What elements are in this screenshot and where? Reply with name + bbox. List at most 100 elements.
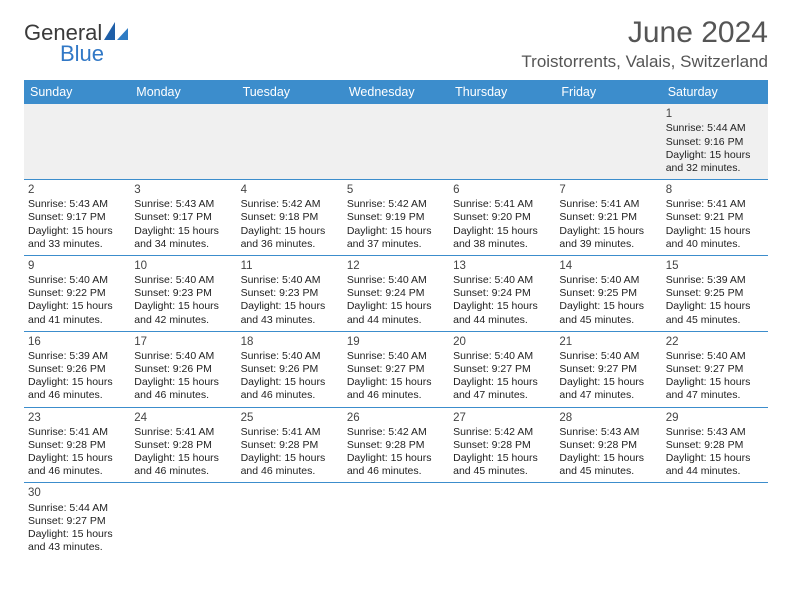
sunset-line: Sunset: 9:18 PM xyxy=(241,211,339,224)
daylight-line: Daylight: 15 hours and 46 minutes. xyxy=(241,376,339,402)
daylight-line: Daylight: 15 hours and 40 minutes. xyxy=(666,225,764,251)
calendar-day-cell: 11Sunrise: 5:40 AMSunset: 9:23 PMDayligh… xyxy=(237,255,343,331)
daylight-line: Daylight: 15 hours and 33 minutes. xyxy=(28,225,126,251)
daylight-line: Daylight: 15 hours and 32 minutes. xyxy=(666,149,764,175)
calendar-day-cell: 14Sunrise: 5:40 AMSunset: 9:25 PMDayligh… xyxy=(555,255,661,331)
day-number: 20 xyxy=(453,335,551,349)
sunrise-line: Sunrise: 5:42 AM xyxy=(241,198,339,211)
daylight-line: Daylight: 15 hours and 47 minutes. xyxy=(453,376,551,402)
calendar-week-row: 23Sunrise: 5:41 AMSunset: 9:28 PMDayligh… xyxy=(24,407,768,483)
day-number: 28 xyxy=(559,411,657,425)
sunset-line: Sunset: 9:19 PM xyxy=(347,211,445,224)
month-title: June 2024 xyxy=(521,16,768,50)
day-number: 9 xyxy=(28,259,126,273)
page-header: General Blue June 2024 Troistorrents, Va… xyxy=(24,16,768,72)
calendar-week-row: 9Sunrise: 5:40 AMSunset: 9:22 PMDaylight… xyxy=(24,255,768,331)
sunset-line: Sunset: 9:22 PM xyxy=(28,287,126,300)
daylight-line: Daylight: 15 hours and 36 minutes. xyxy=(241,225,339,251)
day-number: 22 xyxy=(666,335,764,349)
day-number: 2 xyxy=(28,183,126,197)
daylight-line: Daylight: 15 hours and 46 minutes. xyxy=(347,376,445,402)
calendar-empty-cell xyxy=(237,104,343,179)
sunset-line: Sunset: 9:17 PM xyxy=(134,211,232,224)
daylight-line: Daylight: 15 hours and 45 minutes. xyxy=(453,452,551,478)
sunset-line: Sunset: 9:28 PM xyxy=(134,439,232,452)
day-number: 27 xyxy=(453,411,551,425)
sunset-line: Sunset: 9:28 PM xyxy=(241,439,339,452)
calendar-day-cell: 10Sunrise: 5:40 AMSunset: 9:23 PMDayligh… xyxy=(130,255,236,331)
daylight-line: Daylight: 15 hours and 39 minutes. xyxy=(559,225,657,251)
sunset-line: Sunset: 9:21 PM xyxy=(559,211,657,224)
sunset-line: Sunset: 9:28 PM xyxy=(347,439,445,452)
weekday-header: Wednesday xyxy=(343,80,449,104)
sunrise-line: Sunrise: 5:40 AM xyxy=(347,350,445,363)
sunset-line: Sunset: 9:16 PM xyxy=(666,136,764,149)
sunset-line: Sunset: 9:28 PM xyxy=(559,439,657,452)
logo-text-blue: Blue xyxy=(60,41,130,67)
sunrise-line: Sunrise: 5:43 AM xyxy=(28,198,126,211)
daylight-line: Daylight: 15 hours and 45 minutes. xyxy=(666,300,764,326)
weekday-header: Tuesday xyxy=(237,80,343,104)
weekday-header: Friday xyxy=(555,80,661,104)
calendar-empty-cell xyxy=(237,483,343,558)
sunset-line: Sunset: 9:20 PM xyxy=(453,211,551,224)
day-number: 25 xyxy=(241,411,339,425)
sunrise-line: Sunrise: 5:41 AM xyxy=(666,198,764,211)
sunrise-line: Sunrise: 5:40 AM xyxy=(134,274,232,287)
day-number: 7 xyxy=(559,183,657,197)
calendar-day-cell: 15Sunrise: 5:39 AMSunset: 9:25 PMDayligh… xyxy=(662,255,768,331)
weekday-header: Saturday xyxy=(662,80,768,104)
sunset-line: Sunset: 9:26 PM xyxy=(28,363,126,376)
day-number: 26 xyxy=(347,411,445,425)
daylight-line: Daylight: 15 hours and 43 minutes. xyxy=(28,528,126,554)
sunrise-line: Sunrise: 5:41 AM xyxy=(134,426,232,439)
sunrise-line: Sunrise: 5:41 AM xyxy=(453,198,551,211)
calendar-empty-cell xyxy=(343,104,449,179)
daylight-line: Daylight: 15 hours and 44 minutes. xyxy=(453,300,551,326)
calendar-day-cell: 9Sunrise: 5:40 AMSunset: 9:22 PMDaylight… xyxy=(24,255,130,331)
sunrise-line: Sunrise: 5:40 AM xyxy=(134,350,232,363)
sunrise-line: Sunrise: 5:41 AM xyxy=(28,426,126,439)
location-subtitle: Troistorrents, Valais, Switzerland xyxy=(521,52,768,72)
sunrise-line: Sunrise: 5:43 AM xyxy=(134,198,232,211)
daylight-line: Daylight: 15 hours and 46 minutes. xyxy=(28,452,126,478)
calendar-empty-cell xyxy=(555,483,661,558)
calendar-day-cell: 17Sunrise: 5:40 AMSunset: 9:26 PMDayligh… xyxy=(130,331,236,407)
sunrise-line: Sunrise: 5:42 AM xyxy=(453,426,551,439)
sunrise-line: Sunrise: 5:41 AM xyxy=(241,426,339,439)
calendar-day-cell: 27Sunrise: 5:42 AMSunset: 9:28 PMDayligh… xyxy=(449,407,555,483)
day-number: 18 xyxy=(241,335,339,349)
sunset-line: Sunset: 9:26 PM xyxy=(134,363,232,376)
day-number: 4 xyxy=(241,183,339,197)
sunset-line: Sunset: 9:27 PM xyxy=(453,363,551,376)
daylight-line: Daylight: 15 hours and 46 minutes. xyxy=(134,376,232,402)
sunset-line: Sunset: 9:28 PM xyxy=(666,439,764,452)
sunrise-line: Sunrise: 5:40 AM xyxy=(559,350,657,363)
sunset-line: Sunset: 9:28 PM xyxy=(453,439,551,452)
day-number: 3 xyxy=(134,183,232,197)
daylight-line: Daylight: 15 hours and 45 minutes. xyxy=(559,452,657,478)
calendar-day-cell: 13Sunrise: 5:40 AMSunset: 9:24 PMDayligh… xyxy=(449,255,555,331)
calendar-day-cell: 19Sunrise: 5:40 AMSunset: 9:27 PMDayligh… xyxy=(343,331,449,407)
sunrise-line: Sunrise: 5:40 AM xyxy=(241,350,339,363)
calendar-day-cell: 12Sunrise: 5:40 AMSunset: 9:24 PMDayligh… xyxy=(343,255,449,331)
calendar-day-cell: 21Sunrise: 5:40 AMSunset: 9:27 PMDayligh… xyxy=(555,331,661,407)
day-number: 19 xyxy=(347,335,445,349)
sunrise-line: Sunrise: 5:40 AM xyxy=(453,350,551,363)
day-number: 30 xyxy=(28,486,126,500)
calendar-day-cell: 18Sunrise: 5:40 AMSunset: 9:26 PMDayligh… xyxy=(237,331,343,407)
sunset-line: Sunset: 9:28 PM xyxy=(28,439,126,452)
calendar-day-cell: 26Sunrise: 5:42 AMSunset: 9:28 PMDayligh… xyxy=(343,407,449,483)
sunset-line: Sunset: 9:25 PM xyxy=(666,287,764,300)
sunset-line: Sunset: 9:27 PM xyxy=(28,515,126,528)
daylight-line: Daylight: 15 hours and 41 minutes. xyxy=(28,300,126,326)
daylight-line: Daylight: 15 hours and 42 minutes. xyxy=(134,300,232,326)
daylight-line: Daylight: 15 hours and 46 minutes. xyxy=(347,452,445,478)
calendar-day-cell: 7Sunrise: 5:41 AMSunset: 9:21 PMDaylight… xyxy=(555,179,661,255)
day-number: 13 xyxy=(453,259,551,273)
daylight-line: Daylight: 15 hours and 46 minutes. xyxy=(28,376,126,402)
sunrise-line: Sunrise: 5:41 AM xyxy=(559,198,657,211)
calendar-day-cell: 5Sunrise: 5:42 AMSunset: 9:19 PMDaylight… xyxy=(343,179,449,255)
sunrise-line: Sunrise: 5:42 AM xyxy=(347,426,445,439)
calendar-day-cell: 29Sunrise: 5:43 AMSunset: 9:28 PMDayligh… xyxy=(662,407,768,483)
